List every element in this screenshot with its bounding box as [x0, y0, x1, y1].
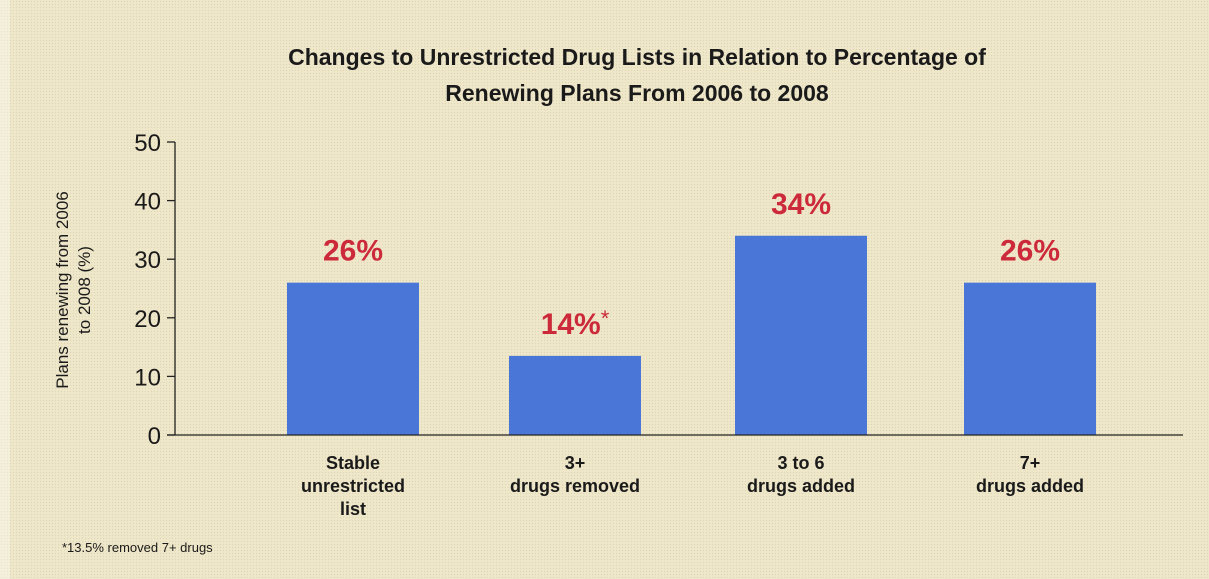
- y-tick-label: 50: [134, 130, 161, 157]
- bar: [287, 282, 419, 435]
- data-label: 26%: [1000, 235, 1060, 268]
- category-label-line: 3+: [565, 453, 586, 473]
- y-tick-label: 30: [134, 247, 161, 274]
- category-label: Stable unrestricted list: [301, 453, 405, 519]
- edge-strip: [0, 0, 10, 579]
- data-label-footnote-mark: *: [601, 306, 610, 331]
- category-label-line: Stable: [326, 453, 380, 473]
- footnote: *13.5% removed 7+ drugs: [62, 540, 213, 555]
- category-label-line: 3 to 6: [777, 453, 824, 473]
- bar: [735, 235, 867, 435]
- y-tick-label: 0: [148, 423, 161, 450]
- category-label: 3+ drugs removed: [510, 453, 640, 496]
- category-label-line: 7+: [1020, 453, 1041, 473]
- category-label-line: list: [340, 499, 366, 519]
- category-label-line: unrestricted: [301, 476, 405, 496]
- category-label: 3 to 6 drugs added: [747, 453, 855, 496]
- y-axis-title-line-2: to 2008 (%): [75, 246, 94, 334]
- y-tick-label: 10: [134, 364, 161, 391]
- y-axis: 0 10 20 30 40 50: [134, 130, 176, 450]
- data-label: 26%: [323, 235, 383, 268]
- bar: [964, 282, 1096, 435]
- bars: [287, 235, 1096, 435]
- data-label-value: 26%: [1000, 235, 1060, 268]
- category-label-line: drugs added: [747, 476, 855, 496]
- category-labels: Stable unrestricted list 3+ drugs removed 3 t…: [301, 453, 1084, 519]
- y-axis-title-line-1: Plans renewing from 2006: [53, 191, 72, 389]
- data-label-value: 14%: [541, 308, 601, 341]
- y-axis-title: Plans renewing from 2006 to 2008 (%): [53, 191, 94, 389]
- category-label: 7+ drugs added: [976, 453, 1084, 496]
- chart-title: Changes to Unrestricted Drug Lists in Re…: [288, 44, 986, 106]
- y-tick-label: 40: [134, 189, 161, 216]
- chart-title-line-2: Renewing Plans From 2006 to 2008: [445, 80, 829, 106]
- data-label-value: 26%: [323, 235, 383, 268]
- data-label-value: 34%: [771, 188, 831, 221]
- category-label-line: drugs added: [976, 476, 1084, 496]
- data-label: 34%: [771, 188, 831, 221]
- data-labels: 26% 14%* 34% 26%: [323, 188, 1060, 341]
- chart-title-line-1: Changes to Unrestricted Drug Lists in Re…: [288, 44, 986, 70]
- bar: [509, 355, 641, 435]
- category-label-line: drugs removed: [510, 476, 640, 496]
- y-tick-label: 20: [134, 306, 161, 333]
- data-label: 14%*: [541, 306, 610, 341]
